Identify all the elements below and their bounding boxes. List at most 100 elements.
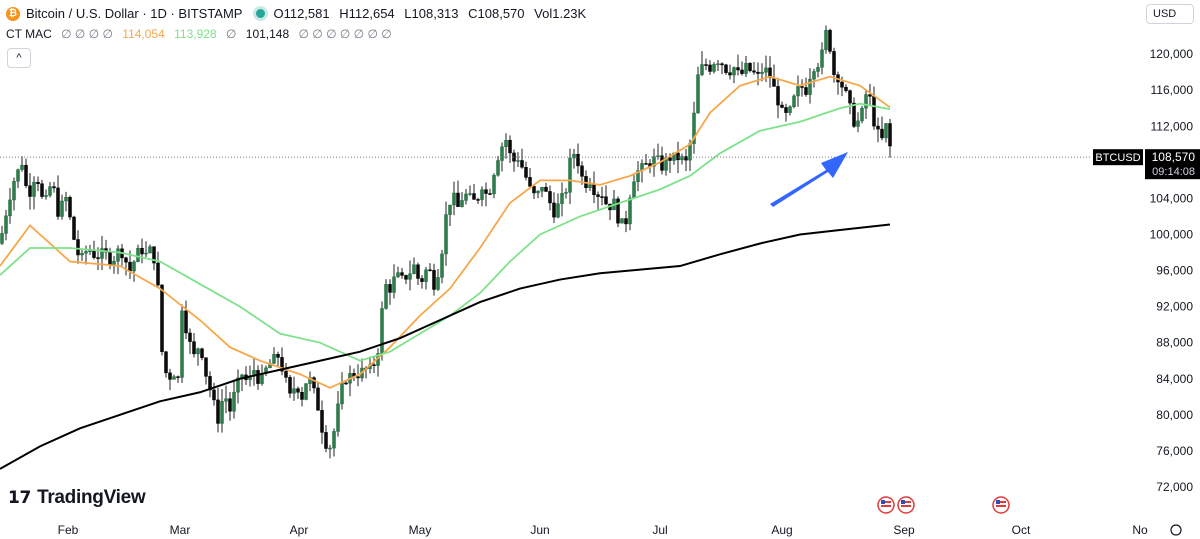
candle-body	[212, 389, 216, 401]
candle-body	[616, 198, 620, 224]
candle-body	[156, 262, 160, 286]
x-tick-label: May	[409, 523, 432, 537]
candle-body	[452, 192, 456, 206]
candle-body	[148, 246, 152, 254]
candle-body	[128, 261, 132, 272]
candle-body	[176, 376, 180, 378]
candle-body	[100, 248, 104, 259]
tradingview-brand-name: TradingView	[37, 487, 146, 508]
candle-body	[476, 199, 480, 201]
candle-body	[96, 257, 100, 259]
y-tick-label: 88,000	[1156, 336, 1193, 350]
candle-body	[796, 86, 800, 97]
candle-body	[564, 192, 568, 194]
candle-body	[588, 184, 592, 189]
candle-body	[404, 275, 408, 280]
candle-body	[456, 192, 460, 207]
candle-body	[676, 152, 680, 161]
candle-body	[484, 189, 488, 194]
candle-body	[8, 199, 12, 217]
x-tick-label: No	[1132, 523, 1148, 537]
candle-body	[860, 107, 864, 122]
candle-body	[660, 155, 664, 171]
candle-body	[356, 376, 360, 379]
candle-body	[856, 120, 860, 127]
x-tick-label: Aug	[771, 523, 792, 537]
collapse-legend-button[interactable]: ^	[7, 48, 31, 68]
candle-body	[340, 382, 344, 405]
candle-body	[812, 71, 816, 80]
candle-body	[632, 181, 636, 199]
candle-body	[824, 29, 828, 51]
indicator-name[interactable]: CT MAC	[6, 27, 52, 41]
candle-body	[876, 125, 880, 130]
candle-body	[276, 353, 280, 358]
y-tick-label: 80,000	[1156, 408, 1193, 422]
x-tick-label: Apr	[290, 523, 309, 537]
candle-body	[28, 185, 32, 197]
x-tick-label: Mar	[170, 523, 191, 537]
candle-body	[756, 71, 760, 74]
indicator-legend[interactable]: CT MAC ∅ ∅ ∅ ∅ 114,054 113,928 ∅ 101,148…	[6, 27, 398, 41]
moving-average-line	[0, 102, 891, 362]
candle-body	[140, 247, 144, 255]
candle-body	[236, 377, 240, 393]
tradingview-logo[interactable]: 𝟭𝟳 TradingView	[8, 487, 146, 509]
candle-body	[344, 382, 348, 385]
candle-body	[668, 157, 672, 161]
candle-body	[740, 69, 744, 74]
candle-body	[40, 183, 44, 197]
arrow-annotation-icon	[770, 152, 848, 207]
candle-body	[300, 392, 304, 400]
candle-body	[0, 233, 4, 244]
candle-body	[76, 239, 80, 256]
y-tick-label: 104,000	[1150, 191, 1194, 205]
candle-body	[24, 164, 28, 186]
candle-body	[700, 64, 704, 75]
candle-body	[780, 104, 784, 108]
candle-body	[504, 139, 508, 147]
candle-body	[412, 264, 416, 274]
candle-body	[656, 155, 660, 158]
close-value: C108,570	[468, 6, 525, 21]
candle-body	[284, 370, 288, 378]
candle-body	[132, 261, 136, 272]
candle-body	[424, 269, 428, 282]
candle-body	[88, 250, 92, 253]
candle-body	[56, 187, 60, 217]
price-tag	[1145, 149, 1200, 180]
market-status-icon[interactable]	[256, 9, 266, 18]
candle-body	[708, 64, 712, 72]
candle-body	[296, 388, 300, 393]
candle-body	[596, 194, 600, 197]
candle-body	[180, 310, 184, 378]
candle-body	[396, 272, 400, 278]
x-tick-label: Sep	[893, 523, 915, 537]
indicator-na-values-tail: ∅ ∅ ∅ ∅ ∅ ∅ ∅	[298, 27, 392, 41]
x-tick-label: Jul	[652, 523, 667, 537]
candle-body	[232, 391, 236, 412]
candle-body	[292, 388, 296, 394]
symbol-title[interactable]: Bitcoin / U.S. Dollar · 1D · BITSTAMP	[26, 6, 243, 21]
candle-body	[628, 197, 632, 225]
settings-icon[interactable]	[1170, 524, 1182, 536]
currency-selector[interactable]: USD	[1146, 4, 1194, 24]
candle-body	[272, 353, 276, 364]
candle-body	[496, 160, 500, 176]
tradingview-logo-icon: 𝟭𝟳	[8, 488, 32, 507]
moving-average-line	[0, 223, 891, 470]
candle-body	[332, 431, 336, 449]
flag-canton	[901, 500, 905, 504]
candle-body	[788, 106, 792, 113]
candle-body	[848, 90, 852, 104]
candle-body	[116, 248, 120, 262]
candle-body	[880, 128, 884, 139]
candle-body	[844, 86, 848, 91]
x-tick-label: Jun	[530, 523, 549, 537]
candle-body	[872, 96, 876, 127]
candle-body	[428, 269, 432, 272]
symbol-tag	[1093, 149, 1143, 166]
candle-body	[528, 177, 532, 187]
candle-body	[568, 157, 572, 193]
